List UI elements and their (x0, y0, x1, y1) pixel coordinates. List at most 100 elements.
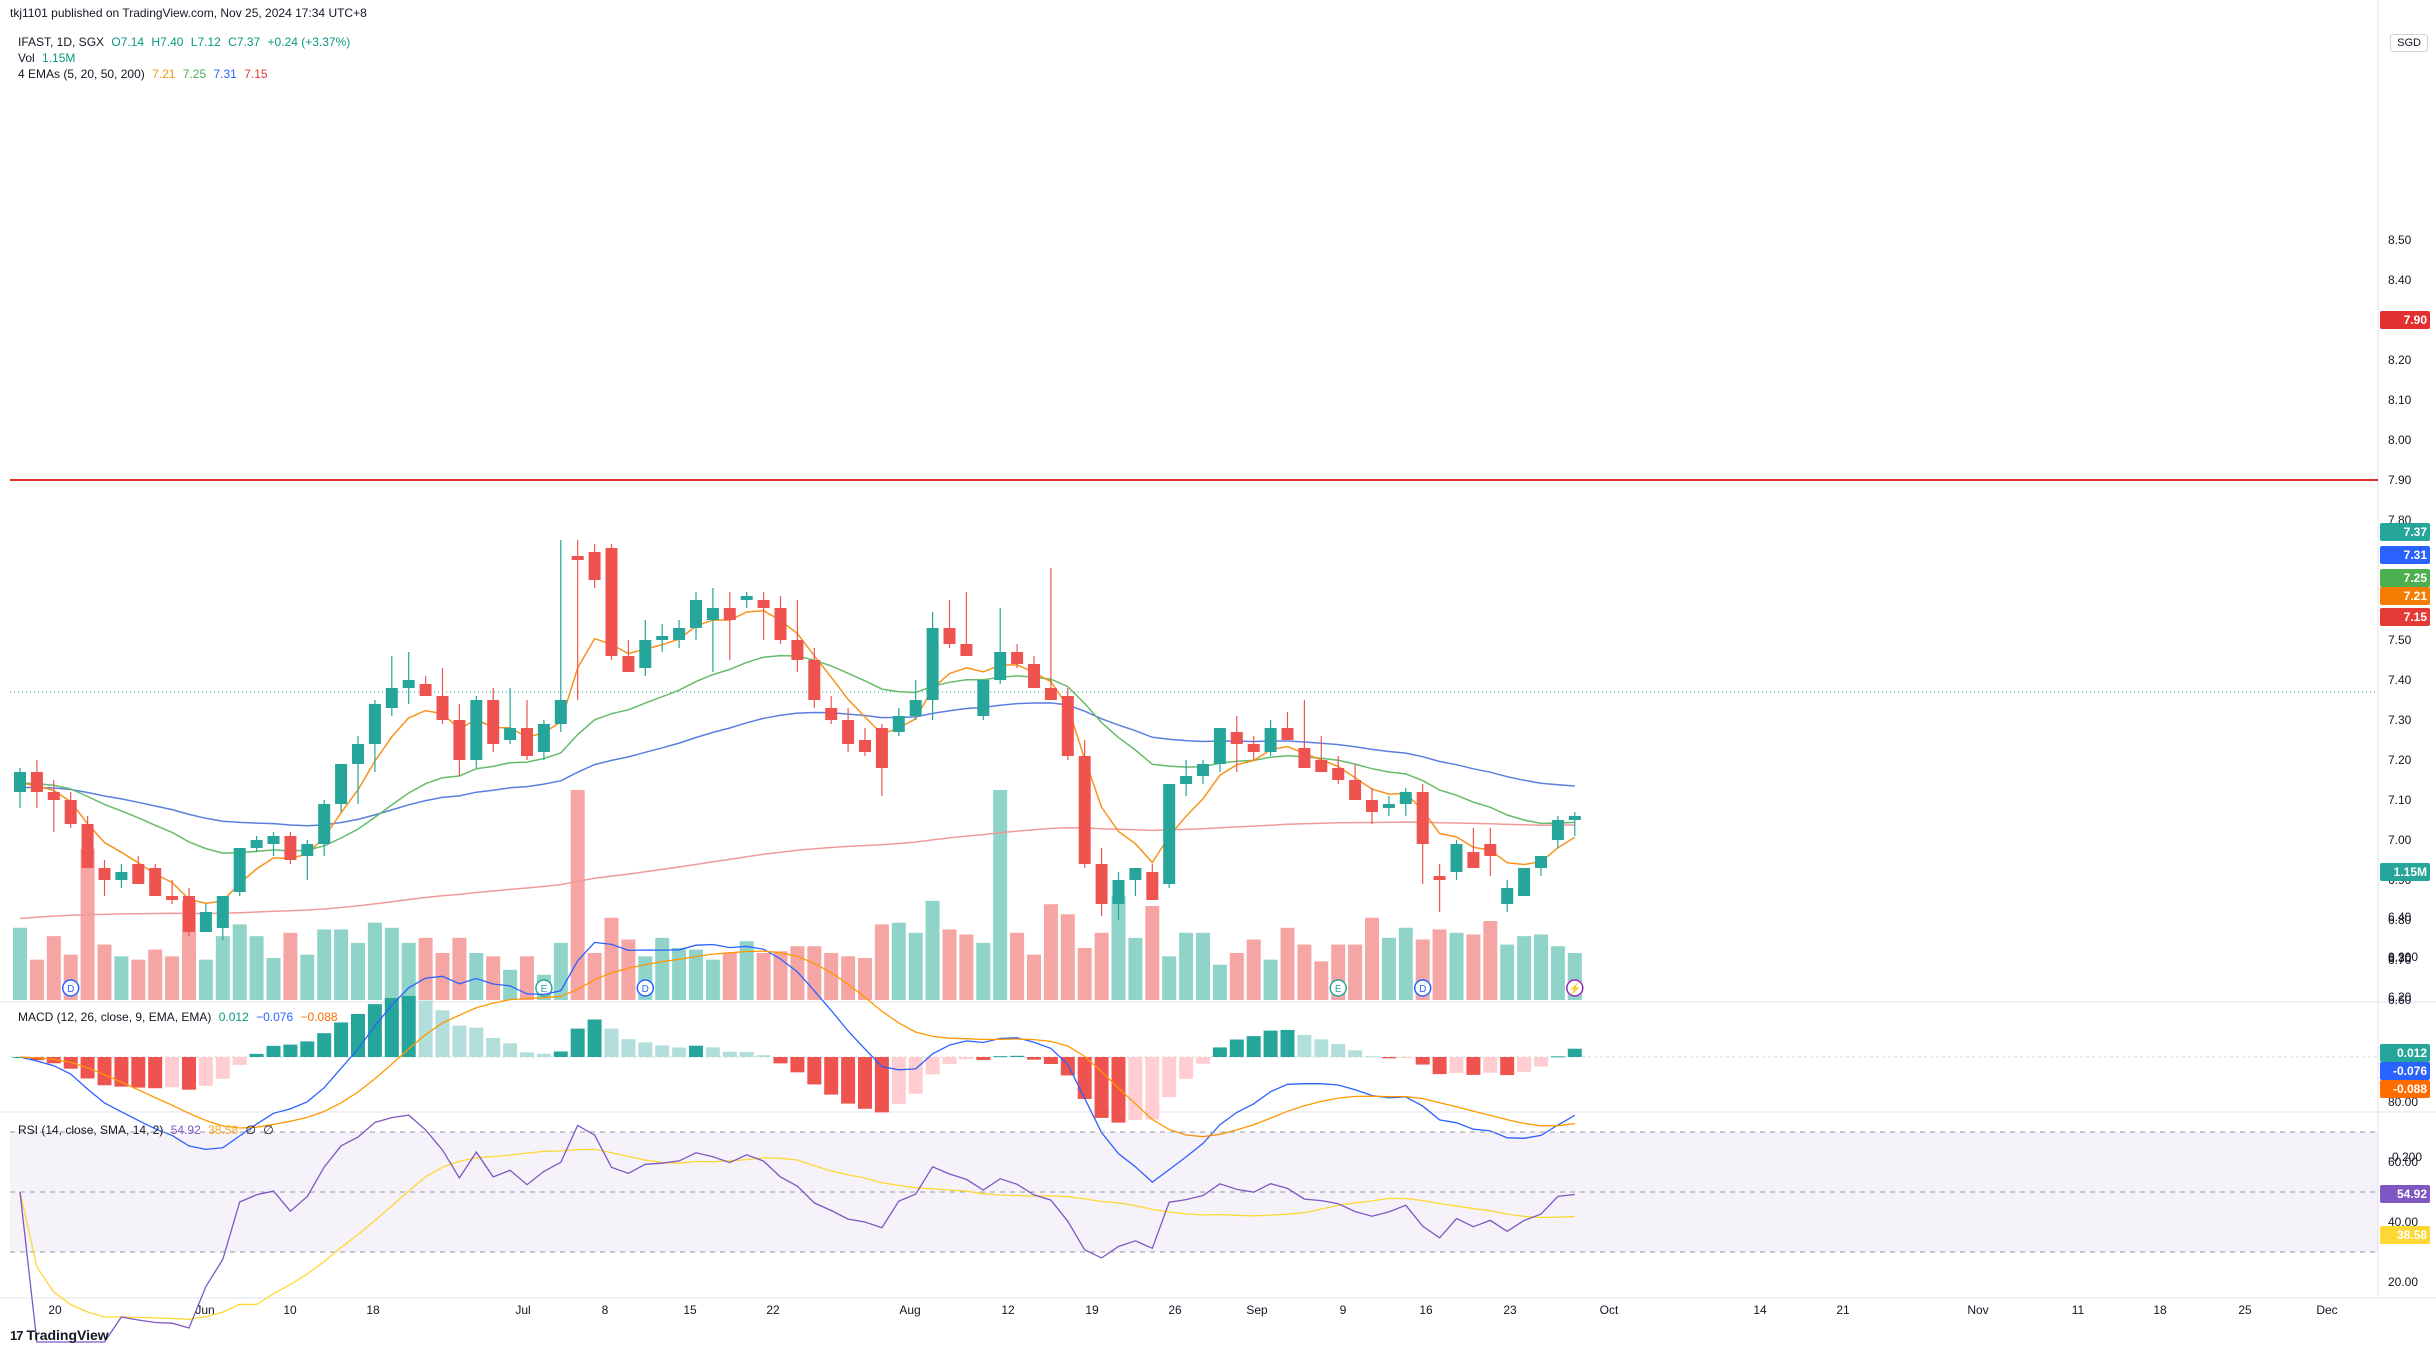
candle-body (14, 772, 26, 792)
volume-bar (959, 934, 974, 1000)
currency-button[interactable]: SGD (2390, 34, 2428, 52)
candle-body (504, 728, 517, 740)
volume-label[interactable]: Vol (18, 51, 35, 65)
x-tick-label: 16 (1419, 1303, 1433, 1317)
x-tick-label: 26 (1168, 1303, 1182, 1317)
volume-bar (1297, 944, 1312, 1000)
event-marker-label: D (67, 984, 74, 995)
open-value: O7.14 (111, 35, 145, 49)
macd-signal-value: −0.088 (300, 1010, 338, 1024)
volume-bar (1365, 917, 1379, 1000)
macd-histogram-bar (773, 1057, 788, 1064)
candle-body (977, 680, 990, 716)
price-axis-label-bg (2380, 608, 2430, 626)
x-tick-label: Jul (515, 1303, 530, 1317)
macd-signal-line (19, 950, 1575, 1138)
ema-label[interactable]: 4 EMAs (5, 20, 50, 200) (18, 67, 145, 81)
candle-body (639, 640, 652, 668)
volume-legend: Vol 1.15M (18, 50, 79, 66)
volume-tick-label: 6.30 (2388, 951, 2412, 965)
candle-body (673, 628, 686, 640)
volume-bar (1246, 939, 1261, 1000)
x-tick-label: 12 (1001, 1303, 1015, 1317)
candle-body (588, 552, 601, 580)
volume-bar (1077, 947, 1092, 1000)
macd-axis-label: 0.012 (2397, 1046, 2427, 1060)
event-marker-label: E (541, 984, 548, 995)
volume-bar (283, 932, 298, 1000)
price-tick-label: 8.00 (2388, 433, 2412, 447)
symbol-label[interactable]: IFAST, 1D, SGX (18, 35, 105, 49)
rsi-label[interactable]: RSI (14, close, SMA, 14, 2) (18, 1123, 164, 1137)
candle-body (1501, 888, 1514, 904)
candle-body (1467, 852, 1480, 868)
volume-bar (739, 941, 754, 1000)
macd-histogram-bar (621, 1039, 636, 1057)
candle-body (402, 680, 415, 688)
volume-bar (1229, 952, 1244, 1000)
price-tick-label: 8.40 (2388, 273, 2412, 287)
price-axis-label: 7.25 (2404, 571, 2428, 585)
ema-legend: 4 EMAs (5, 20, 50, 200) 7.21 7.25 7.31 7… (18, 66, 272, 82)
rsi-tick-label: 20.00 (2388, 1275, 2418, 1289)
x-tick-label: 21 (1836, 1303, 1850, 1317)
macd-axis-label: -0.088 (2393, 1082, 2427, 1096)
candle-body (706, 608, 719, 620)
x-tick-label: Jun (195, 1303, 214, 1317)
macd-histogram-bar (1280, 1029, 1295, 1057)
volume-bar (351, 942, 365, 1000)
candle-body (30, 772, 43, 792)
price-tick-label: 7.10 (2388, 793, 2412, 807)
price-axis-label: 7.21 (2404, 589, 2428, 603)
macd-histogram-bar (925, 1057, 940, 1075)
candle-body (1366, 800, 1378, 812)
candle-body (875, 728, 888, 768)
volume-bar (587, 952, 602, 1000)
volume-bar (1483, 921, 1498, 1000)
macd-histogram-bar (131, 1057, 146, 1088)
volume-bar (80, 848, 95, 1000)
candle-body (605, 548, 618, 656)
tradingview-logo[interactable]: 17 TradingView (10, 1327, 109, 1343)
rsi-ma-line (19, 1148, 1575, 1320)
candle-body (994, 652, 1007, 680)
macd-histogram-bar (1348, 1050, 1363, 1057)
macd-histogram-bar (959, 1057, 974, 1060)
macd-histogram-bar (722, 1051, 737, 1057)
candle-body (1433, 876, 1446, 880)
macd-histogram-bar (1229, 1039, 1244, 1057)
volume-bar (925, 900, 940, 1000)
ema20-value: 7.25 (182, 67, 207, 81)
rsi-tick-label: 80.00 (2388, 1095, 2418, 1109)
rsi-tick-label: 60.00 (2388, 1155, 2418, 1169)
candle-body (216, 896, 229, 928)
macd-legend: MACD (12, 26, close, 9, EMA, EMA) 0.012 … (18, 1009, 342, 1025)
candle-body (267, 836, 280, 844)
volume-bar (1060, 914, 1075, 1000)
macd-label[interactable]: MACD (12, 26, close, 9, EMA, EMA) (18, 1010, 212, 1024)
candle-body (132, 864, 145, 884)
event-marker-label: ⚡ (1569, 982, 1581, 995)
macd-histogram-bar (1432, 1057, 1447, 1075)
volume-bar (621, 939, 636, 1000)
price-tick-label: 7.30 (2388, 713, 2412, 727)
macd-histogram-bar (1314, 1039, 1329, 1057)
macd-histogram-bar (114, 1057, 129, 1087)
candle-body (64, 800, 77, 824)
macd-histogram-bar (891, 1057, 906, 1104)
volume-bar (1027, 954, 1041, 1000)
macd-histogram-bar (976, 1057, 991, 1061)
macd-histogram-bar (993, 1056, 1008, 1058)
macd-histogram-bar (756, 1055, 771, 1057)
candle-body (1568, 816, 1581, 820)
candle-body (1213, 728, 1226, 764)
macd-histogram-bar (503, 1043, 518, 1057)
candle-body (1129, 868, 1142, 880)
macd-histogram-bar (841, 1057, 856, 1104)
x-tick-label: Nov (1967, 1303, 1988, 1317)
volume-bar (1500, 944, 1515, 1000)
macd-histogram-bar (469, 1027, 484, 1057)
macd-histogram-bar (520, 1052, 534, 1057)
macd-histogram-bar (689, 1045, 703, 1057)
